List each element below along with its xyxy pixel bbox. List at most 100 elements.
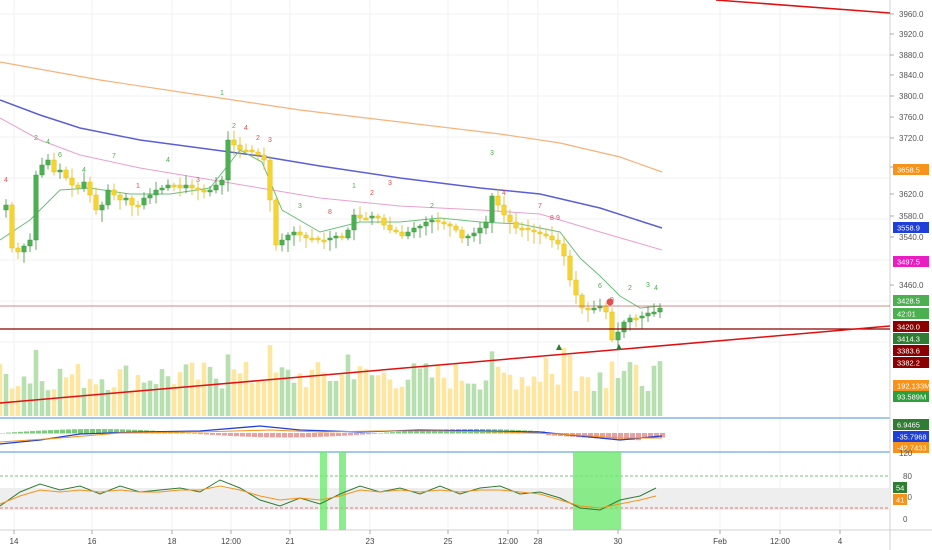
sequential-marker: 1	[136, 183, 140, 190]
macd-histogram-bar	[636, 433, 641, 441]
volume-bars	[0, 344, 663, 416]
macd-histogram-bar	[54, 429, 59, 434]
candle	[525, 219, 531, 242]
svg-text:3658.5: 3658.5	[897, 166, 920, 175]
time-tick-label: 4	[838, 537, 843, 546]
svg-text:6.9465: 6.9465	[897, 421, 920, 430]
macd-signal-line	[0, 429, 662, 443]
candle	[171, 182, 177, 192]
volume-bar	[333, 380, 339, 416]
macd-histogram-bar	[612, 433, 617, 440]
candle	[417, 223, 423, 238]
macd-histogram-bar	[300, 433, 305, 438]
price-tag: 3420.0	[893, 321, 929, 332]
candle	[339, 232, 345, 241]
macd-histogram-bar	[246, 433, 251, 437]
time-tick-label: 23	[366, 537, 375, 546]
price-tick-label: 3760.0	[899, 113, 924, 122]
sequential-marker: 3	[490, 150, 494, 157]
sequential-marker: 1	[220, 90, 224, 97]
macd-histogram-bar	[294, 433, 299, 438]
macd-histogram-bar	[372, 433, 377, 434]
svg-text:3558.9: 3558.9	[897, 224, 920, 233]
macd-histogram-bar	[330, 433, 335, 437]
candle	[147, 188, 153, 205]
volume-bar	[561, 348, 567, 416]
time-axis[interactable]: 14 16 18 12:00 21 23 25 12:00 28 30 Feb 12:00 4	[10, 530, 843, 546]
sequential-marker: 2	[430, 203, 434, 210]
candle	[69, 168, 75, 197]
svg-text:41: 41	[896, 496, 904, 505]
candle	[567, 249, 573, 287]
volume-bar	[267, 344, 273, 416]
macd-histogram-bar	[264, 433, 269, 438]
sequential-marker: 8	[550, 215, 554, 222]
sequential-marker: 7	[112, 153, 116, 160]
price-tag: 192.133M	[893, 380, 930, 391]
volume-bar	[219, 388, 225, 416]
candle	[261, 147, 267, 170]
sequential-marker: 2	[628, 285, 632, 292]
candle	[543, 228, 549, 239]
macd-histogram-bar	[618, 433, 623, 440]
candle	[429, 215, 435, 234]
candle	[609, 307, 615, 343]
macd-histogram-bar	[42, 430, 47, 434]
macd-histogram-bar	[18, 431, 23, 434]
macd-histogram-bar	[120, 429, 125, 434]
candle	[279, 233, 285, 252]
macd-histogram-bar	[222, 433, 227, 436]
macd-histogram-bar	[426, 430, 431, 434]
volume-bar	[417, 368, 423, 416]
macd-tag: 6.9465	[893, 419, 929, 430]
candle	[477, 221, 483, 245]
sequential-marker: 1	[352, 183, 356, 190]
candle	[111, 183, 117, 201]
price-tick-label: 3620.0	[899, 190, 924, 199]
candle	[15, 242, 21, 260]
candle	[489, 193, 495, 233]
volume-bar	[447, 388, 453, 416]
volume-bar	[291, 382, 297, 416]
candle	[225, 131, 231, 192]
candle	[321, 232, 327, 249]
candle	[471, 227, 477, 242]
volume-bar	[297, 373, 303, 416]
trend-line-resistance[interactable]	[715, 0, 891, 14]
trend-line-support[interactable]	[0, 325, 891, 404]
macd-histogram-bar	[342, 433, 347, 436]
macd-histogram-bar	[108, 429, 113, 434]
macd-histogram-bar	[186, 432, 191, 434]
volume-bar	[201, 362, 207, 416]
candle	[309, 228, 315, 243]
svg-text:3497.5: 3497.5	[897, 258, 920, 267]
alert-dot	[606, 298, 614, 306]
macd-histogram-bar	[378, 432, 383, 434]
moving-average-pink	[0, 117, 663, 251]
candle	[375, 213, 381, 224]
volume-bar	[651, 365, 657, 416]
volume-bar	[519, 377, 525, 416]
sequential-marker: 4	[82, 167, 86, 174]
candle	[363, 212, 369, 221]
macd-histogram-bar	[60, 429, 65, 434]
volume-bar	[429, 377, 435, 416]
candle	[519, 222, 525, 238]
volume-bar	[21, 376, 27, 416]
candlesticks	[3, 130, 663, 348]
volume-bar	[621, 370, 627, 416]
volume-bar	[207, 366, 213, 416]
candle	[273, 197, 279, 251]
macd-histogram-bar	[306, 433, 311, 438]
sequential-markers: 424647143124233812323478969234	[4, 90, 658, 350]
volume-bar	[465, 383, 471, 416]
candle	[651, 303, 657, 317]
macd-histogram-bar	[102, 429, 107, 434]
macd-histogram-bar	[48, 430, 53, 434]
volume-bar	[303, 387, 309, 416]
volume-bar	[69, 374, 75, 416]
volume-bar	[501, 372, 507, 416]
candle	[303, 231, 309, 248]
candle	[153, 181, 159, 204]
